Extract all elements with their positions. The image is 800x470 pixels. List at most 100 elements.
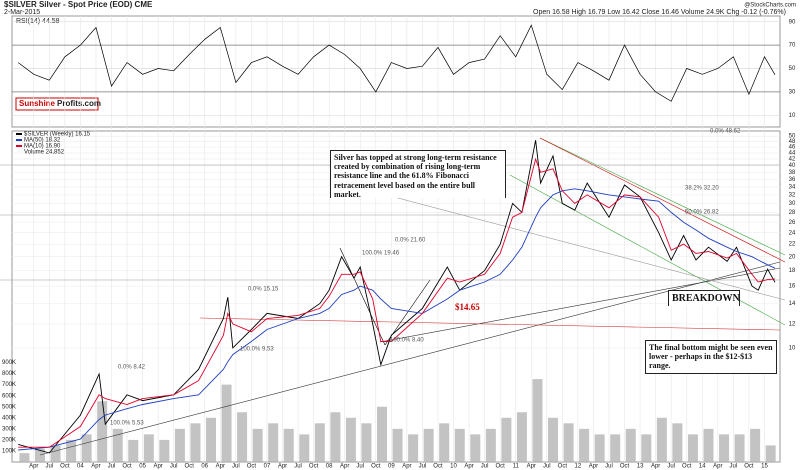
x-tick-label: Apr (527, 464, 536, 470)
fib-label: 100.0% 9.53 (240, 347, 274, 353)
x-tick-label: Jul (605, 464, 613, 470)
x-tick-label: Oct (122, 464, 132, 470)
line (18, 188, 776, 451)
annotation: Silver has topped at strong long-term re… (330, 150, 506, 198)
volume-bar (423, 428, 434, 462)
x-tick-label: 11 (513, 464, 520, 470)
y-tick-label: 38 (789, 170, 796, 176)
y-tick-label: 44 (789, 151, 796, 157)
volume-bar (66, 439, 77, 462)
volume-tick-label: 800K (2, 371, 16, 377)
x-tick-label: 05 (139, 464, 146, 470)
volume-bar (128, 439, 139, 462)
volume-bar (672, 423, 683, 462)
volume-tick-label: 900K (2, 360, 16, 366)
volume-tick-label: 200K (2, 437, 16, 443)
volume-bar (548, 417, 559, 462)
volume-tick-label: 600K (2, 393, 16, 399)
x-tick-label: Apr (402, 464, 411, 470)
y-tick-label: 18 (789, 268, 796, 274)
volume-bar (252, 428, 263, 462)
volume-bar (734, 434, 745, 462)
volume-bar (205, 417, 216, 462)
volume-bar (159, 439, 170, 462)
x-tick-label: Apr (340, 464, 349, 470)
y-tick-label: 90 (789, 19, 796, 25)
volume-bar (641, 434, 652, 462)
y-tick-label: 50 (789, 134, 796, 140)
x-tick-label: Apr (651, 464, 660, 470)
x-tick-label: Oct (60, 464, 70, 470)
volume-bar (345, 417, 356, 462)
volume-bar (221, 384, 232, 462)
line (17, 24, 776, 102)
legend-label: $SILVER (Weekly) 16.15 (24, 132, 91, 138)
x-tick-label: Jul (108, 464, 116, 470)
y-tick-label: 14 (789, 301, 796, 307)
x-tick-label: 08 (326, 464, 333, 470)
trendline (39, 261, 781, 456)
y-tick-label: 34 (789, 184, 796, 190)
x-tick-label: Oct (371, 464, 381, 470)
y-tick-label: 36 (789, 177, 796, 183)
line (18, 157, 776, 448)
volume-bar (377, 406, 388, 462)
volume-tick-label: 100K (2, 449, 16, 455)
x-tick-label: Jul (543, 464, 551, 470)
fib-label: 100.0% 5.53 (110, 421, 144, 427)
chart-title: $SILVER Silver - Spot Price (EOD) CME (4, 0, 153, 9)
x-tick-label: Apr (464, 464, 473, 470)
trendline (539, 137, 786, 263)
volume-bar (330, 412, 341, 462)
x-tick-label: Jul (730, 464, 738, 470)
rsi-frame (11, 15, 781, 128)
volume-bar (687, 434, 698, 462)
x-tick-label: 15 (761, 464, 768, 470)
rsi-label: RSI(14) 44.58 (16, 18, 60, 25)
y-tick-label: 42 (789, 157, 796, 163)
volume-bar (719, 434, 730, 462)
volume-bar (563, 423, 574, 462)
chart-date: 2-Mar-2015 (4, 9, 40, 16)
x-tick-label: Oct (558, 464, 568, 470)
volume-bar (594, 434, 605, 462)
volume-tick-label: 500K (2, 404, 16, 410)
volume-bar (299, 434, 310, 462)
y-tick-label: 50 (789, 66, 796, 72)
y-tick-label: 10 (789, 345, 796, 351)
x-tick-label: Oct (433, 464, 443, 470)
volume-bar (532, 379, 543, 462)
y-tick-label: 30 (789, 89, 796, 95)
y-tick-label: 12 (789, 321, 796, 327)
logo-box (15, 97, 99, 111)
volume-bar (625, 428, 636, 462)
legend-label: Volume 24,852 (24, 150, 65, 156)
annotation-text: BREAKDOWN (668, 290, 740, 306)
volume-bar (610, 434, 621, 462)
x-tick-label: Oct (247, 464, 257, 470)
volume-bar (485, 428, 496, 462)
volume-bar (501, 417, 512, 462)
volume-bar (516, 412, 527, 462)
volume-bar (112, 428, 123, 462)
y-tick-label: 40 (789, 163, 796, 169)
volume-bar (439, 423, 450, 462)
x-tick-label: Apr (216, 464, 225, 470)
y-tick-label: 28 (789, 210, 796, 216)
x-tick-label: 06 (201, 464, 208, 470)
y-tick-label: 24 (789, 230, 796, 236)
volume-bar (283, 428, 294, 462)
x-tick-label: Jul (232, 464, 240, 470)
y-tick-label: 16 (789, 284, 796, 290)
annotation-text: $14.65 (455, 302, 480, 312)
credit: @StockCharts.com (744, 3, 796, 9)
volume-bar (750, 428, 761, 462)
fib-label: 0.0% 8.42 (118, 365, 146, 371)
fib-label: 0.0% 15.15 (248, 287, 279, 293)
trendline (339, 247, 386, 346)
volume-tick-label: 700K (2, 382, 16, 388)
x-tick-label: Jul (667, 464, 675, 470)
volume-tick-label: 300K (2, 426, 16, 432)
annotation: BREAKDOWN (668, 290, 740, 306)
